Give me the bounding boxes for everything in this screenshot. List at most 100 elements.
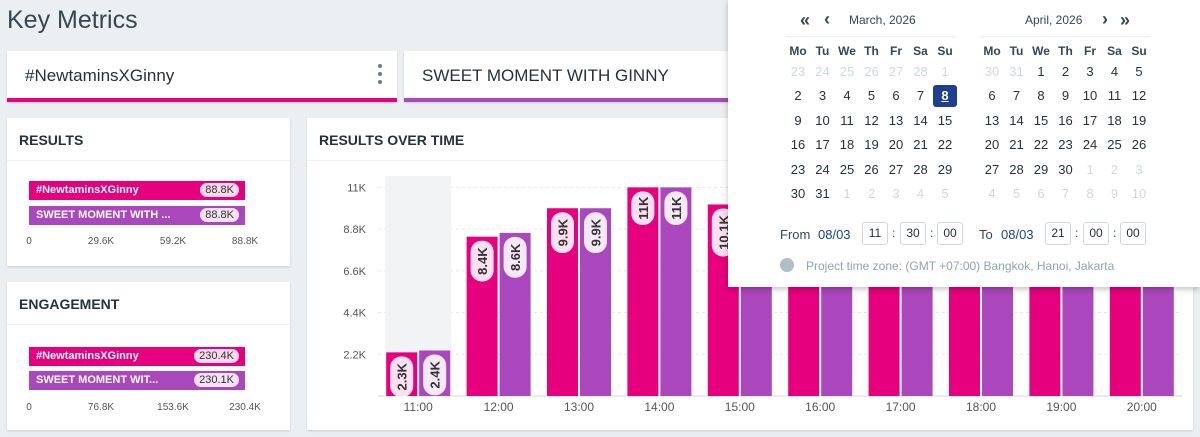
calendar-day[interactable]: 12 [1131,88,1147,104]
calendar-day[interactable]: 23 [1058,137,1073,153]
calendar-day[interactable]: 10 [815,112,830,128]
calendar-day: 7 [1061,186,1070,201]
axis-tick: 59.2K [159,236,187,247]
calendar-day[interactable]: 25 [839,161,855,177]
data-label: 10.1K [716,214,731,249]
calendar-day[interactable]: 6 [892,88,900,104]
calendar-day[interactable]: 21 [913,137,928,153]
calendar-day[interactable]: 16 [1058,112,1073,128]
engagement-bar-sweet-moment[interactable]: SWEET MOMENT WIT... 230.1K [29,371,245,390]
to-second-input[interactable]: 00 [1120,222,1146,245]
calendar-day: 2 [867,186,876,201]
calendar-day: 1 [941,64,949,79]
calendar-day[interactable]: 17 [1082,112,1098,128]
calendar-day: 30 [984,64,1000,79]
from-hour-input[interactable]: 11 [862,222,888,245]
calendar-day[interactable]: 14 [913,112,928,128]
calendar-day[interactable]: 11 [840,112,854,128]
calendar-day[interactable]: 22 [937,137,953,153]
calendar-day[interactable]: 27 [984,161,1000,177]
calendar-day[interactable]: 7 [916,88,925,104]
calendar-day[interactable]: 4 [843,88,851,104]
calendar-day: 23 [790,64,806,79]
calendar-day[interactable]: 5 [1135,64,1143,79]
calendar-day[interactable]: 1 [1037,64,1045,79]
calendar-day[interactable]: 31 [815,186,830,201]
calendar-day[interactable]: 7 [1012,88,1021,104]
calendar-day[interactable]: 19 [864,137,879,153]
calendar-day[interactable]: 12 [864,112,879,128]
tag-card-sweet-moment[interactable]: SWEET MOMENT WITH GINNY [404,51,729,102]
calendar-day[interactable]: 29 [1033,161,1049,177]
prev-year-icon[interactable]: « [800,10,811,30]
calendar-day[interactable]: 9 [794,112,802,128]
calendar-day[interactable]: 26 [864,161,879,177]
calendar-day[interactable]: 18 [839,137,855,153]
prev-month-icon[interactable]: ‹ [824,9,830,29]
calendar-day[interactable]: 9 [1061,88,1070,104]
next-year-icon[interactable]: » [1120,10,1131,30]
calendar-day[interactable]: 10 [1082,88,1098,104]
calendar-day: 24 [815,64,830,79]
calendar-day[interactable]: 28 [913,161,928,177]
from-date[interactable]: 08/03 [818,227,851,242]
calendar-day[interactable]: 20 [888,137,904,153]
calendar-day[interactable]: 22 [1033,137,1049,153]
tag-card-newtamins[interactable]: #NewtaminsXGinny [7,51,397,102]
right-month-title: April, 2026 [1025,13,1083,27]
calendar-day[interactable]: 15 [1033,112,1049,128]
calendar-day[interactable]: 13 [984,112,1000,128]
date-range-picker[interactable]: « ‹ March, 2026 April, 2026 › » Mo Tu We Th… [728,0,1200,287]
calendar-day: 2 [1110,161,1119,177]
engagement-bar-newtamins[interactable]: #NewtaminsXGinny 230.4K [29,347,245,366]
next-month-icon[interactable]: › [1102,9,1108,29]
calendar-day[interactable]: 20 [984,137,1000,153]
calendar-day[interactable]: 17 [815,137,830,153]
calendar-day[interactable]: 18 [1107,112,1122,128]
from-minute-input[interactable]: 30 [900,222,926,245]
calendar-day[interactable]: 23 [790,161,806,177]
calendar-day: 5 [941,186,949,201]
calendar-day[interactable]: 2 [794,88,802,104]
calendar-day[interactable]: 16 [790,137,806,153]
calendar-day[interactable]: 4 [1110,64,1119,79]
weekday-header: Th [1058,44,1073,58]
to-minute-input[interactable]: 00 [1083,222,1109,245]
x-tick-label: 13:00 [564,400,594,414]
calendar-day[interactable]: 13 [888,112,904,128]
calendar-day[interactable]: 24 [815,161,830,177]
calendar-day[interactable]: 5 [867,88,876,104]
to-date[interactable]: 08/03 [1001,227,1034,242]
bar-value: 230.1K [194,373,239,387]
calendar-day[interactable]: 21 [1009,137,1024,153]
calendar-day[interactable]: 30 [1058,161,1073,177]
calendar-day[interactable]: 3 [1086,64,1094,79]
calendar-day[interactable]: 19 [1131,112,1147,128]
calendar-day[interactable]: 28 [1009,161,1024,177]
calendar-day[interactable]: 6 [988,88,996,104]
calendar-day[interactable]: 24 [1082,137,1098,153]
results-bar-newtamins[interactable]: #NewtaminsXGinny 88.8K [29,181,245,200]
calendar-day[interactable]: 26 [1131,137,1147,153]
calendar-day[interactable]: 29 [937,161,953,177]
to-hour-input[interactable]: 21 [1045,222,1071,245]
results-bar-sweet-moment[interactable]: SWEET MOMENT WITH ... 88.8K [29,206,245,225]
from-second-input[interactable]: 00 [937,222,963,245]
calendar-day: 9 [1110,186,1119,201]
calendar-day[interactable]: 2 [1061,64,1070,79]
y-tick-label: 2.2K [343,349,366,361]
calendar-day[interactable]: 8 [933,85,957,108]
calendar-day[interactable]: 14 [1009,112,1024,128]
calendar-day[interactable]: 27 [888,161,904,177]
more-options-icon[interactable] [377,64,383,86]
calendar-day: 1 [843,186,851,201]
calendar-day[interactable]: 15 [937,112,953,128]
calendar-day: 3 [1135,161,1143,177]
divider [786,36,956,37]
calendar-day[interactable]: 30 [790,186,806,201]
calendar-day[interactable]: 3 [818,88,827,104]
calendar-day[interactable]: 25 [1107,137,1122,153]
calendar-day: 6 [1037,186,1045,201]
calendar-day[interactable]: 11 [1107,88,1122,104]
calendar-day[interactable]: 8 [1037,88,1045,104]
